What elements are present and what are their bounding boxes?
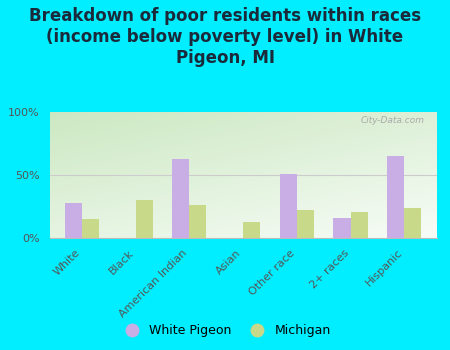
Bar: [333, 218, 351, 238]
Legend: White Pigeon, Michigan: White Pigeon, Michigan: [114, 319, 336, 342]
Bar: [243, 222, 260, 238]
Bar: [297, 210, 314, 238]
Bar: [404, 208, 422, 238]
Bar: [279, 174, 297, 238]
Bar: [387, 156, 404, 238]
Bar: [135, 200, 153, 238]
Text: Breakdown of poor residents within races
(income below poverty level) in White
P: Breakdown of poor residents within races…: [29, 7, 421, 66]
Bar: [189, 205, 207, 238]
Bar: [64, 203, 82, 238]
Bar: [172, 159, 189, 238]
Text: City-Data.com: City-Data.com: [361, 116, 425, 125]
Bar: [82, 219, 99, 238]
Bar: [351, 211, 368, 238]
